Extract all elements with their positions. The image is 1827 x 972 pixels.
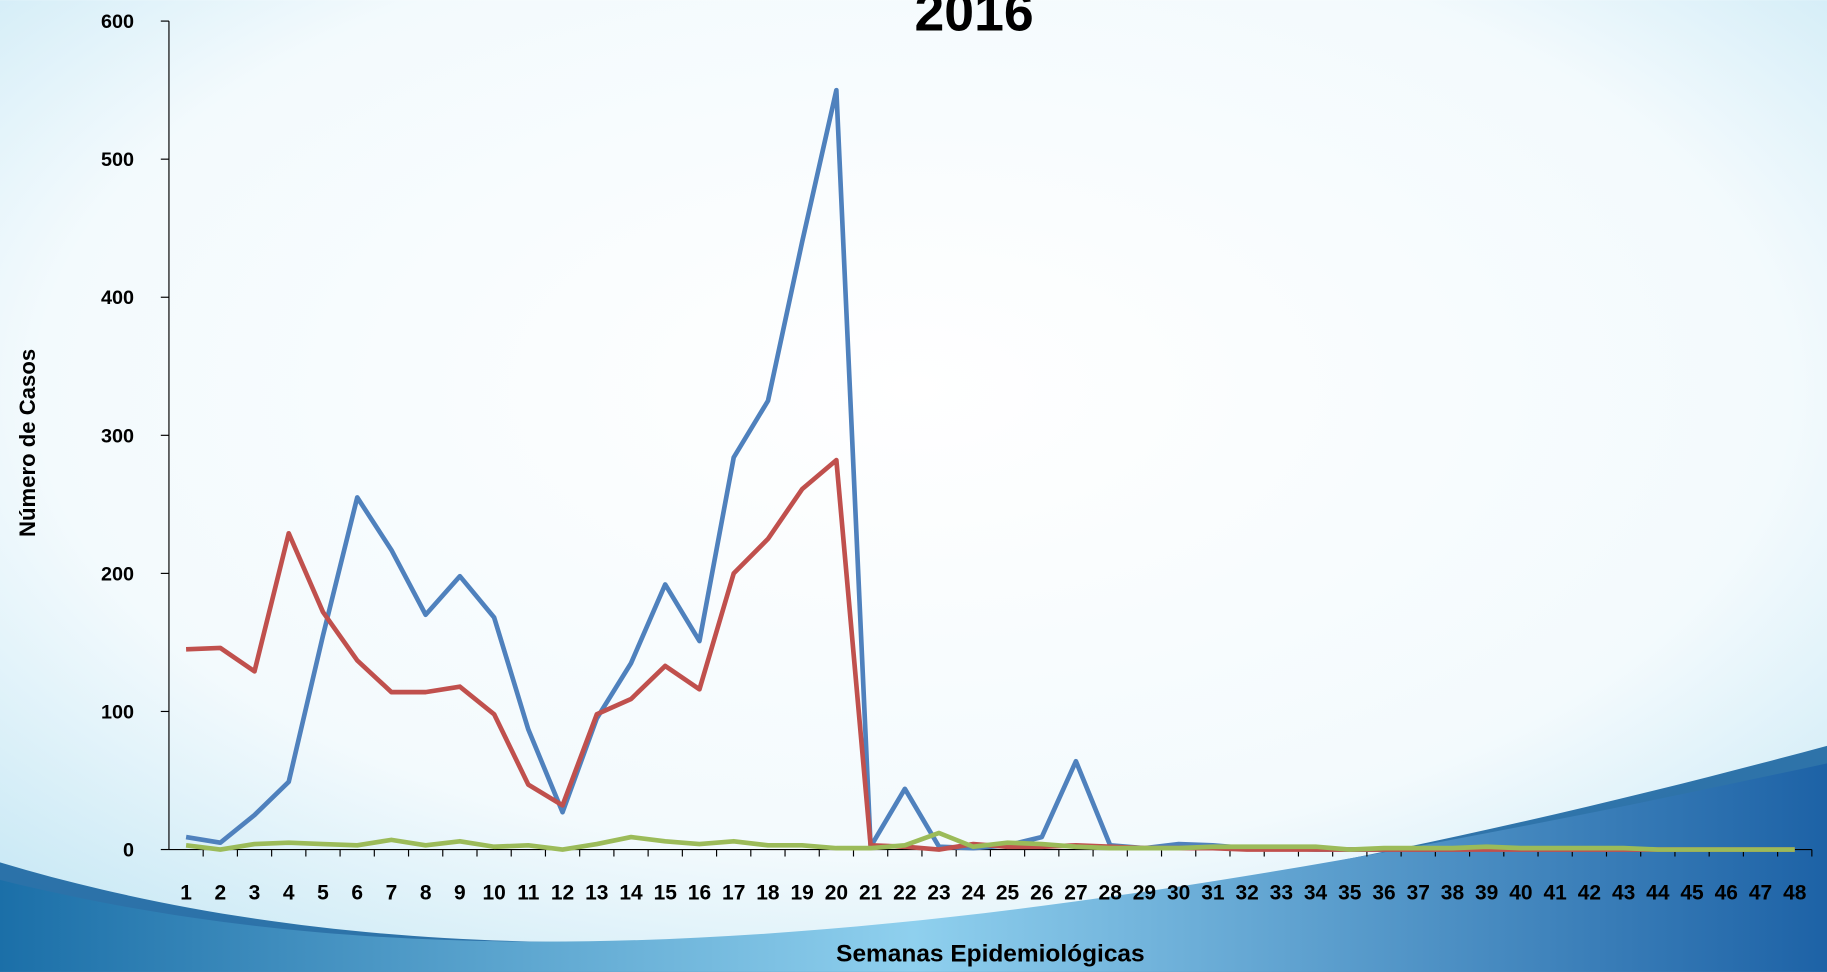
x-tick-label: 42 xyxy=(1578,882,1601,905)
x-tick-label: 34 xyxy=(1304,882,1328,905)
y-tick-label: 200 xyxy=(101,563,134,585)
x-tick-label: 29 xyxy=(1133,882,1156,905)
x-tick-label: 33 xyxy=(1270,882,1293,905)
x-tick-label: 48 xyxy=(1783,882,1807,905)
x-tick-label: 9 xyxy=(454,882,466,905)
x-tick-label: 44 xyxy=(1646,882,1670,905)
y-tick-label: 100 xyxy=(101,701,134,723)
x-tick-label: 1 xyxy=(180,882,192,905)
x-tick-label: 41 xyxy=(1543,882,1567,905)
x-tick-label: 17 xyxy=(722,882,745,905)
x-tick-label: 24 xyxy=(962,882,986,905)
x-tick-label: 31 xyxy=(1201,882,1225,905)
x-tick-label: 21 xyxy=(859,882,883,905)
x-tick-label: 13 xyxy=(585,882,608,905)
x-tick-label: 45 xyxy=(1680,882,1704,905)
x-tick-label: 47 xyxy=(1749,882,1772,905)
x-tick-label: 12 xyxy=(551,882,574,905)
x-tick-label: 43 xyxy=(1612,882,1635,905)
y-tick-label: 500 xyxy=(101,149,134,171)
x-tick-label: 22 xyxy=(893,882,916,905)
x-tick-label: 15 xyxy=(654,882,678,905)
x-tick-label: 16 xyxy=(688,882,711,905)
x-axis-label: Semanas Epidemiológicas xyxy=(836,940,1145,967)
x-tick-label: 3 xyxy=(249,882,261,905)
swoosh-light xyxy=(0,763,1827,972)
x-tick-label: 27 xyxy=(1064,882,1087,905)
x-tick-label: 25 xyxy=(996,882,1020,905)
x-tick-label: 5 xyxy=(317,882,329,905)
x-tick-label: 14 xyxy=(619,882,643,905)
x-tick-label: 2 xyxy=(214,882,226,905)
x-tick-label: 10 xyxy=(482,882,505,905)
x-tick-label: 28 xyxy=(1099,882,1123,905)
x-tick-label: 6 xyxy=(351,882,363,905)
x-tick-label: 11 xyxy=(517,882,540,905)
y-tick-label: 400 xyxy=(101,287,134,309)
y-tick-label: 600 xyxy=(101,11,134,33)
x-tick-label: 36 xyxy=(1372,882,1395,905)
x-tick-label: 46 xyxy=(1715,882,1738,905)
x-tick-label: 19 xyxy=(790,882,813,905)
y-tick-label: 0 xyxy=(123,840,134,862)
x-tick-label: 35 xyxy=(1338,882,1362,905)
x-tick-label: 39 xyxy=(1475,882,1498,905)
x-tick-label: 38 xyxy=(1441,882,1465,905)
x-tick-label: 8 xyxy=(420,882,432,905)
x-tick-label: 7 xyxy=(386,882,398,905)
x-tick-label: 32 xyxy=(1235,882,1258,905)
x-tick-label: 23 xyxy=(927,882,950,905)
y-axis-label: Número de Casos xyxy=(15,349,40,537)
series-line xyxy=(185,830,1795,852)
x-tick-label: 26 xyxy=(1030,882,1053,905)
x-tick-label: 4 xyxy=(283,882,295,905)
x-tick-label: 18 xyxy=(756,882,780,905)
y-tick-label: 300 xyxy=(101,425,134,447)
x-tick-label: 30 xyxy=(1167,882,1190,905)
chart-title: 2016 xyxy=(914,0,1033,42)
x-tick-label: 37 xyxy=(1407,882,1430,905)
x-tick-label: 20 xyxy=(825,882,848,905)
x-tick-label: 40 xyxy=(1509,882,1532,905)
